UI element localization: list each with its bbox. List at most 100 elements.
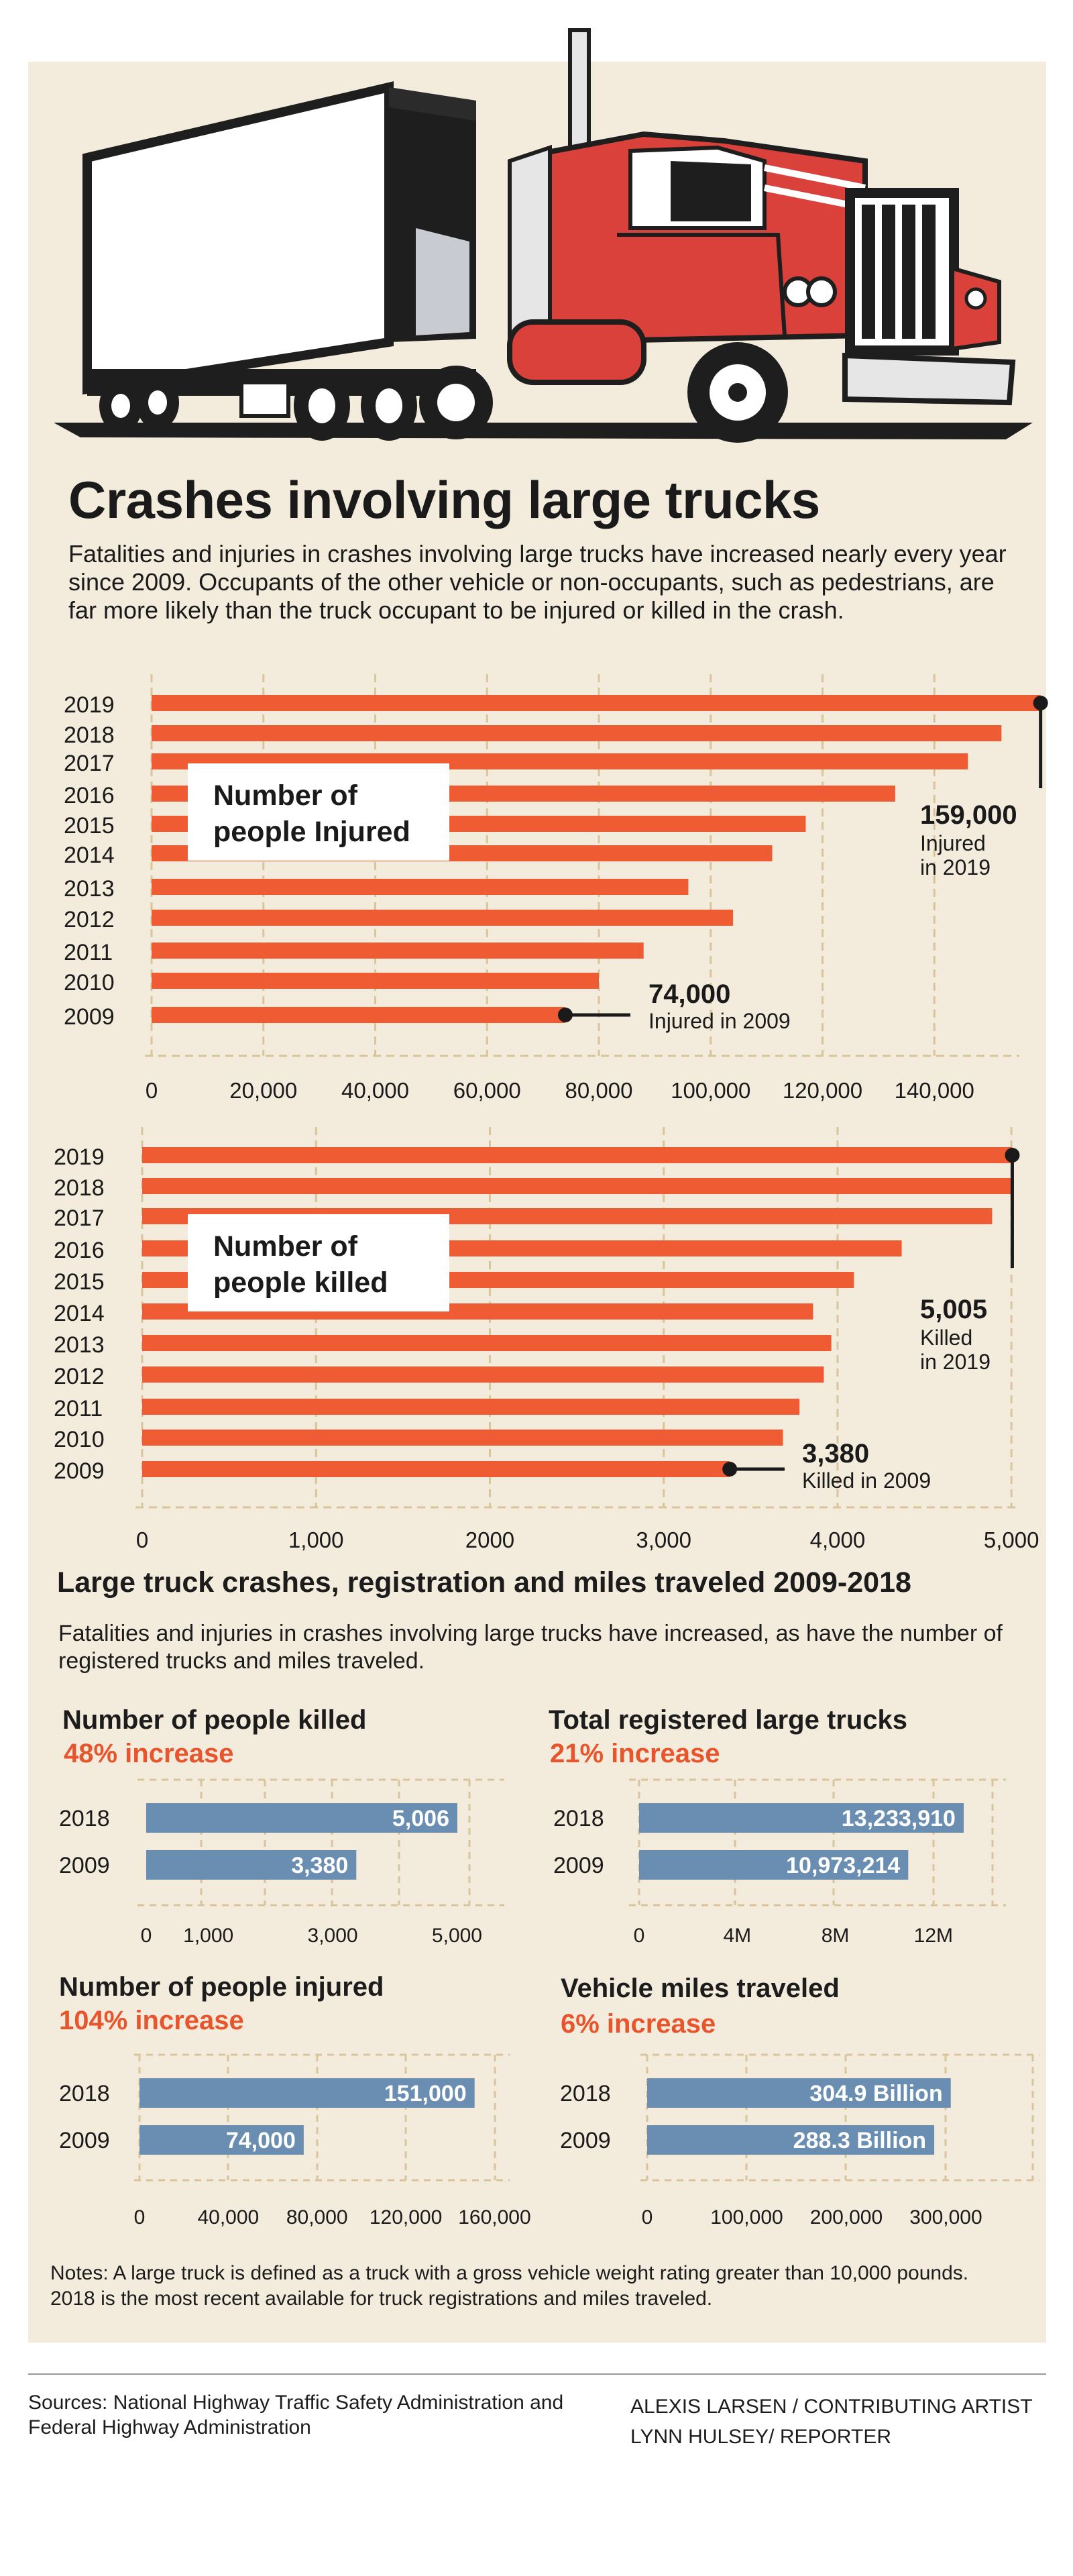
chart-label-line: people killed (213, 1267, 388, 1299)
mini-subtitle-miles: 6% increase (561, 2009, 716, 2039)
bar-value-label: 10,973,214 (786, 1853, 900, 1878)
chart-label-line: Number of (213, 780, 358, 812)
bar-2012 (152, 910, 734, 926)
bar-2013 (142, 1335, 832, 1351)
x-tick-label: 8M (822, 1925, 850, 1947)
x-tick-label: 60,000 (453, 1078, 521, 1103)
chart-label-box (188, 763, 449, 861)
x-tick-label: 2000 (465, 1527, 514, 1552)
y-tick-label: 2018 (64, 722, 115, 748)
mini-subtitle-killed: 48% increase (64, 1739, 234, 1768)
section2-intro: Fatalities and injuries in crashes invol… (58, 1621, 1003, 1674)
y-tick-label: 2011 (54, 1396, 103, 1421)
x-tick-label: 1,000 (183, 1925, 233, 1947)
y-tick-label: 2013 (54, 1332, 105, 1358)
y-tick-label: 2009 (59, 1853, 110, 1878)
mini-chart-injured: 0 40,000 80,000 120,000 160,000 2018 151,000 20… (59, 2053, 531, 2229)
annotation-value-high: 5,005 (920, 1295, 987, 1324)
annotation-text-low: Killed in 2009 (802, 1468, 931, 1493)
bar-2010 (152, 973, 599, 989)
x-tick-label: 140,000 (895, 1078, 974, 1103)
annotation-value-high: 159,000 (920, 800, 1017, 830)
annotation-dot-high (1005, 1148, 1020, 1163)
bar-2011 (142, 1399, 800, 1415)
y-tick-label: 2013 (64, 876, 115, 902)
bar-value-label: 74,000 (226, 2128, 296, 2153)
credit-artist: ALEXIS LARSEN / CONTRIBUTING ARTIST (630, 2396, 1033, 2418)
annotation-value-low: 74,000 (648, 979, 730, 1009)
bar-2011 (152, 943, 644, 959)
y-tick-label: 2012 (64, 907, 115, 932)
bar-2018 (142, 1178, 1013, 1194)
y-tick-label: 2016 (64, 783, 115, 808)
bar-2018 (647, 2078, 951, 2108)
y-tick-label: 2012 (54, 1364, 105, 1389)
x-tick-label: 0 (134, 2206, 146, 2229)
y-tick-label: 2017 (54, 1205, 105, 1231)
y-tick-label: 2018 (54, 1175, 105, 1201)
bar-2009 (146, 1850, 357, 1880)
y-tick-label: 2011 (64, 940, 113, 965)
x-tick-label: 3,000 (636, 1527, 691, 1552)
sources-text: Sources: National Highway Traffic Safety… (28, 2392, 564, 2438)
y-tick-label: 2015 (54, 1269, 105, 1295)
x-tick-label: 0 (141, 1925, 152, 1947)
y-tick-label: 2009 (54, 1458, 105, 1484)
bar-value-label: 13,233,910 (842, 1806, 956, 1831)
x-tick-label: 0 (146, 1078, 158, 1103)
bar-2019 (142, 1147, 1013, 1163)
bar-2010 (142, 1430, 783, 1446)
credit-reporter: LYNN HULSEY/ REPORTER (630, 2426, 891, 2448)
section2-title: Large truck crashes, registration and mi… (57, 1566, 911, 1599)
x-tick-label: 300,000 (909, 2206, 982, 2229)
mini-chart-killed: 0 1,000 3,000 5,000 2018 5,006 2009 3,380 (59, 1778, 504, 1947)
x-tick-label: 80,000 (286, 2206, 348, 2229)
x-tick-label: 5,000 (432, 1925, 482, 1947)
y-tick-label: 2019 (64, 692, 115, 718)
y-tick-label: 2014 (54, 1301, 105, 1326)
bar-2018 (139, 2078, 475, 2108)
notes-text: Notes: A large truck is defined as a tru… (50, 2262, 969, 2310)
x-tick-label: 1,000 (288, 1527, 344, 1552)
x-tick-label: 4,000 (810, 1527, 866, 1552)
y-tick-label: 2010 (64, 970, 115, 996)
credits: ALEXIS LARSEN / CONTRIBUTING ARTIST LYNN… (630, 2392, 1046, 2452)
x-tick-label: 0 (642, 2206, 653, 2229)
annotation-text-low: Injured in 2009 (648, 1009, 791, 1033)
y-tick-label: 2016 (54, 1238, 105, 1263)
chart-label-line: Number of (213, 1230, 358, 1263)
x-tick-label: 4M (723, 1925, 751, 1947)
y-tick-label: 2019 (54, 1144, 105, 1170)
y-tick-label: 2009 (553, 1853, 604, 1878)
x-tick-label: 3,000 (308, 1925, 358, 1947)
x-tick-label: 5,000 (984, 1527, 1039, 1552)
y-tick-label: 2014 (64, 843, 115, 868)
y-tick-label: 2009 (59, 2128, 110, 2153)
y-tick-label: 2009 (560, 2128, 611, 2153)
intro-text: Fatalities and injuries in crashes invol… (68, 540, 1007, 624)
y-tick-label: 2010 (54, 1427, 105, 1452)
x-tick-label: 0 (136, 1527, 148, 1552)
mini-title-injured: Number of people injured (59, 1972, 384, 2002)
bar-2012 (142, 1366, 824, 1383)
bar-2009 (639, 1850, 909, 1880)
x-tick-label: 12M (914, 1925, 953, 1947)
y-tick-label: 2018 (553, 1806, 604, 1831)
chart-people-injured: 0 20,000 40,000 60,000 80,000 100,000 120,000 1… (64, 674, 1048, 1103)
bar-2009 (647, 2125, 935, 2155)
x-tick-label: 120,000 (783, 1078, 862, 1103)
y-tick-label: 2018 (560, 2081, 611, 2106)
x-tick-label: 160,000 (458, 2206, 530, 2229)
mini-title-registered: Total registered large trucks (549, 1705, 907, 1735)
chart-label-box (188, 1214, 449, 1311)
bar-value-label: 304.9 Billion (809, 2081, 942, 2106)
infographic-panel (28, 62, 1046, 2343)
annotation-dot-low (557, 1008, 573, 1022)
chart-people-killed: 0 1,000 2000 3,000 4,000 5,000 2019 2018 2017 201… (54, 1127, 1039, 1552)
x-tick-label: 80,000 (565, 1078, 633, 1103)
mini-title-killed: Number of people killed (62, 1705, 367, 1735)
x-tick-label: 40,000 (341, 1078, 409, 1103)
bar-2018 (639, 1803, 964, 1833)
y-tick-label: 2017 (64, 751, 115, 776)
x-tick-label: 100,000 (710, 2206, 783, 2229)
